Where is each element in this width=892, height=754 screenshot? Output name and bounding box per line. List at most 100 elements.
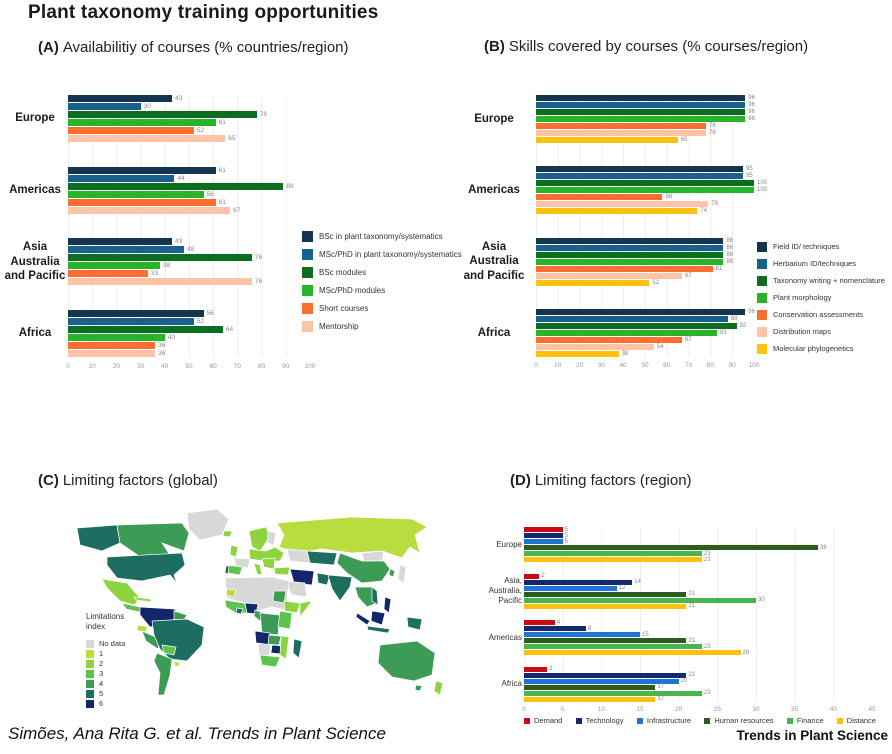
map-region-tasmania bbox=[414, 684, 423, 692]
panel-d-header: (D) Limiting factors (region) bbox=[510, 472, 692, 489]
skills-category-labels: Europe Americas Asia Australia and Pacific… bbox=[454, 95, 534, 357]
map-region-central-europe bbox=[248, 546, 285, 562]
bar-row: 5 bbox=[524, 527, 872, 533]
category-label: Africa bbox=[501, 679, 522, 689]
axis-tick-label: 45 bbox=[868, 706, 876, 713]
bar-group: 96 96 96 96 78 78 65 bbox=[536, 95, 755, 143]
map-legend-label: 4 bbox=[99, 679, 104, 689]
bar-value-label: 21 bbox=[688, 603, 696, 610]
legend-swatch bbox=[786, 717, 793, 724]
bar-msc-phd-modules bbox=[68, 190, 204, 198]
legend-label: MSc/PhD modules bbox=[319, 285, 386, 295]
category-label: Asia Australia and Pacific bbox=[463, 241, 525, 282]
bar-demand bbox=[524, 527, 563, 532]
bar-row: 38 bbox=[524, 545, 872, 551]
map-region-bolivia bbox=[161, 644, 177, 656]
map-region-se-asia bbox=[354, 586, 378, 608]
bar-value-label: 4 bbox=[556, 619, 561, 626]
map-region-china bbox=[336, 552, 391, 584]
legend-swatch bbox=[575, 717, 582, 724]
bar-msc-phd-in-plant-taxonomy-systematics bbox=[68, 103, 141, 110]
map-region-east-africa bbox=[277, 610, 293, 630]
availability-legend: BSc in plant taxonomy/systematics MSc/PhD… bbox=[302, 227, 462, 335]
bar-value-label: 36 bbox=[158, 341, 166, 349]
bar-value-label: 12 bbox=[618, 585, 626, 592]
bar-value-label: 79 bbox=[711, 201, 718, 208]
bar-row: 38 bbox=[536, 350, 754, 357]
axis-tick-label: 20 bbox=[112, 363, 121, 370]
map-region-caribbean bbox=[133, 596, 153, 603]
bar-value-label: 78 bbox=[709, 130, 716, 136]
availability-bar-chart: Europe Americas Asia Australia and Pacific… bbox=[4, 95, 310, 357]
bar-row: 96 bbox=[536, 95, 755, 101]
panel-a-title: Availabilitiy of courses (% countries/re… bbox=[62, 39, 349, 56]
bar-human-resources bbox=[524, 545, 818, 550]
bar-row: 78 bbox=[68, 111, 310, 118]
bar-row: 12 bbox=[524, 585, 872, 592]
map-legend-item: 5 bbox=[86, 689, 125, 699]
bar-field-id-techniques bbox=[536, 166, 744, 173]
bar-msc-phd-modules bbox=[68, 333, 165, 341]
bar-value-label: 15 bbox=[642, 631, 649, 638]
legend-item: Distance bbox=[836, 716, 876, 725]
axis-tick-label: 60 bbox=[209, 363, 217, 370]
bar-infrastructure bbox=[524, 678, 679, 684]
legend-label: Herbarium ID/techniques bbox=[773, 259, 856, 268]
bar-value-label: 95 bbox=[746, 173, 753, 180]
legend-swatch bbox=[757, 326, 767, 337]
bar-mentorship bbox=[68, 135, 226, 142]
bar-bsc-modules bbox=[68, 325, 223, 333]
category-label: Europe bbox=[15, 112, 55, 125]
bar-row: 100 bbox=[536, 187, 767, 194]
legend-swatch bbox=[302, 248, 313, 260]
bar-row: 61 bbox=[68, 119, 310, 126]
bar-taxonomy-writing-nomenclature bbox=[536, 322, 737, 329]
bar-molecular-phylogenetics bbox=[536, 350, 619, 357]
bar-value-label: 76 bbox=[254, 278, 263, 286]
legend-item: Infrastructure bbox=[636, 716, 691, 725]
axis-tick-label: 20 bbox=[675, 706, 683, 713]
map-legend-label: No data bbox=[99, 639, 126, 649]
legend-label: Field ID/ techniques bbox=[773, 242, 840, 251]
bar-value-label: 74 bbox=[700, 208, 707, 215]
bar-row: 23 bbox=[524, 557, 872, 563]
bar-distribution-maps bbox=[536, 201, 709, 208]
bar-msc-phd-modules bbox=[68, 262, 160, 270]
bar-distribution-maps bbox=[536, 343, 654, 350]
axis-tick-label: 50 bbox=[641, 362, 649, 369]
bar-value-label: 89 bbox=[286, 182, 294, 190]
map-region-korea bbox=[388, 568, 396, 578]
bar-row: 61 bbox=[68, 198, 310, 206]
map-legend-label: 1 bbox=[99, 649, 104, 659]
axis-tick-label: 15 bbox=[636, 706, 644, 713]
bar-mentorship bbox=[68, 349, 156, 357]
bar-row: 21 bbox=[524, 638, 872, 644]
bar-value-label: 23 bbox=[703, 550, 711, 557]
legend-swatch bbox=[836, 717, 843, 724]
axis-tick-label: 40 bbox=[619, 362, 627, 369]
map-legend-swatch bbox=[86, 639, 94, 648]
bar-row: 28 bbox=[524, 650, 872, 656]
panel-b-title: Skills covered by courses (% courses/reg… bbox=[508, 38, 809, 55]
axis-tick-label: 40 bbox=[829, 706, 837, 713]
panel-a-header: (A) Availabilitiy of courses (% countries… bbox=[38, 39, 349, 56]
bar-herbarium-id-techniques bbox=[536, 244, 724, 251]
map-legend-item: 1 bbox=[86, 649, 125, 659]
bar-value-label: 76 bbox=[254, 254, 263, 262]
bar-value-label: 38 bbox=[162, 262, 171, 270]
map-region-north-africa bbox=[224, 576, 291, 612]
bar-bsc-in-plant-taxonomy-systematics bbox=[68, 238, 173, 246]
map-region-ethiopia bbox=[283, 600, 301, 614]
panel-d-title: Limiting factors (region) bbox=[534, 472, 692, 489]
legend-swatch bbox=[757, 292, 767, 303]
legend-swatch bbox=[704, 717, 711, 724]
bar-value-label: 17 bbox=[657, 696, 665, 703]
bar-field-id-techniques bbox=[536, 95, 746, 101]
bar-human-resources bbox=[524, 638, 687, 644]
skills-legend: Field ID/ techniques Herbarium ID/techniq… bbox=[757, 238, 885, 357]
legend-swatch bbox=[302, 230, 313, 242]
map-region-finland bbox=[266, 530, 277, 546]
bar-value-label: 54 bbox=[656, 343, 664, 350]
bar-row: 83 bbox=[536, 329, 754, 336]
bar-molecular-phylogenetics bbox=[536, 137, 678, 143]
